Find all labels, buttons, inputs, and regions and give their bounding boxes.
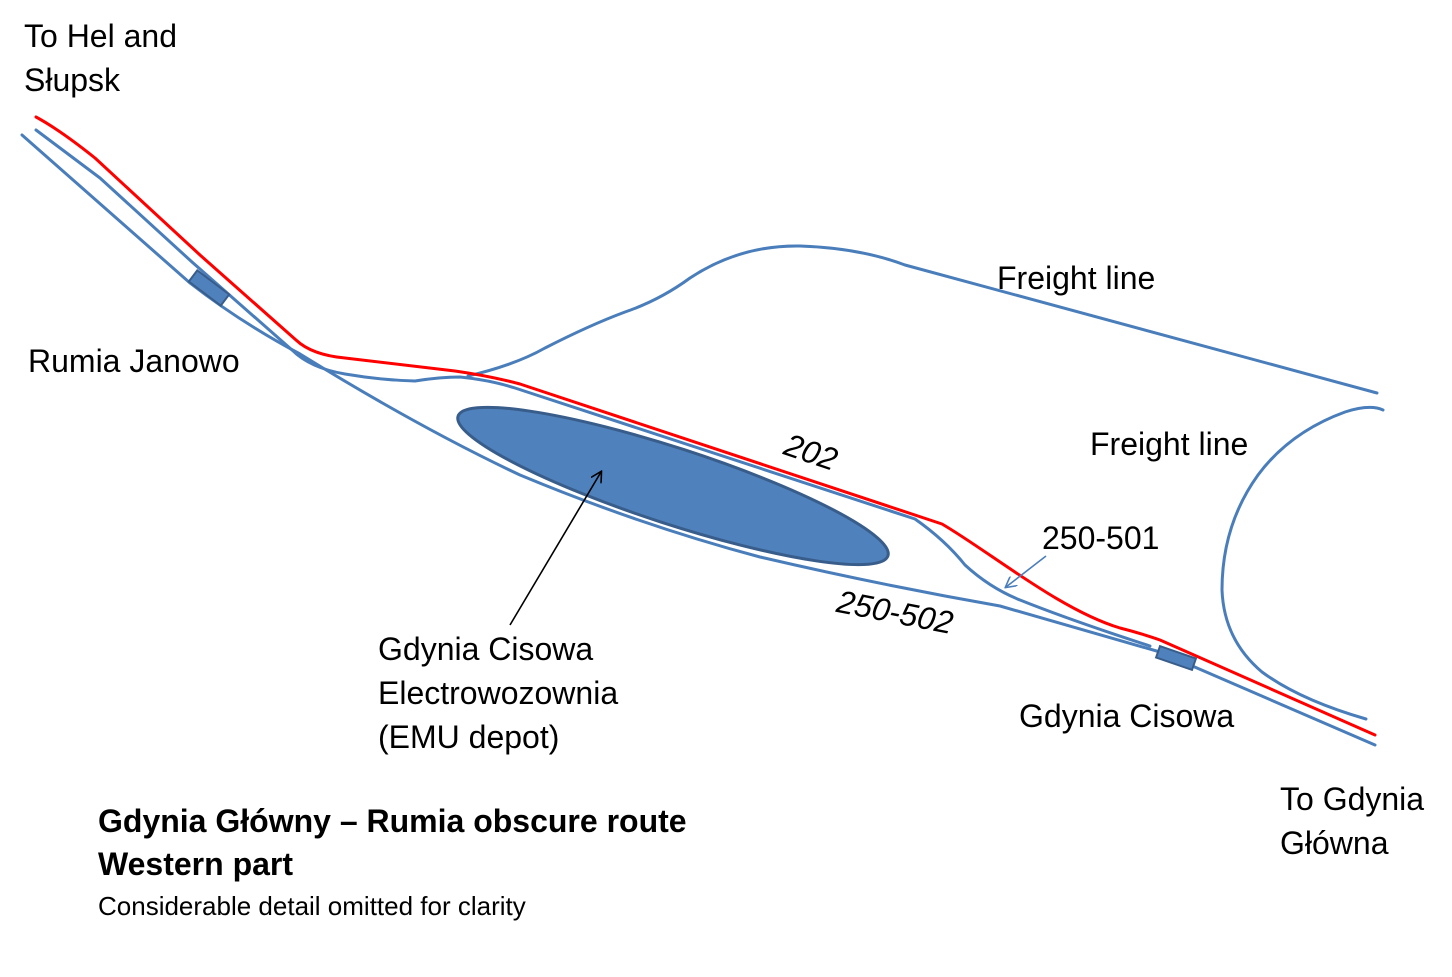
freight-line-label-east: Freight line [1090,426,1249,462]
station-gdynia-cisowa-marker [1154,644,1198,672]
freight-line-east [1220,405,1385,721]
diagram-caption: Gdynia Główny – Rumia obscure route West… [98,800,687,886]
depot-label-line3: (EMU depot) [378,719,560,755]
east-direction-line1: To Gdynia [1280,781,1425,817]
track-250-502 [20,133,1377,747]
west-direction-label: To Hel and Słupsk [24,14,177,102]
station-rumia-janowo-marker [187,268,231,308]
station-label-gdynia-cisowa: Gdynia Cisowa [1019,698,1235,734]
freight-line-north [466,244,1379,395]
west-direction-line1: To Hel and [24,18,177,54]
depot-pointer-arrow [509,472,601,626]
diagram-subtitle: Western part [98,846,294,882]
line-250-501-pointer-arrow [1006,555,1047,587]
depot-label-line1: Gdynia Cisowa [378,631,594,667]
diagram-note: Considerable detail omitted for clarity [98,891,526,921]
track-upper-250-501 [34,128,1152,648]
depot-label-line2: Electrowozownia [378,675,619,711]
freight-line-label-north: Freight line [997,260,1156,296]
west-direction-line2: Słupsk [24,62,121,98]
station-label-rumia-janowo: Rumia Janowo [28,343,240,379]
east-direction-line2: Główna [1280,825,1389,861]
diagram-title: Gdynia Główny – Rumia obscure route [98,803,687,839]
main-line-202 [34,115,1377,737]
depot-label: Gdynia Cisowa Electrowozownia (EMU depot… [378,627,618,759]
east-direction-label: To Gdynia Główna [1280,777,1424,865]
line-number-250-501: 250-501 [1042,520,1160,556]
emu-depot-shape [456,405,890,567]
